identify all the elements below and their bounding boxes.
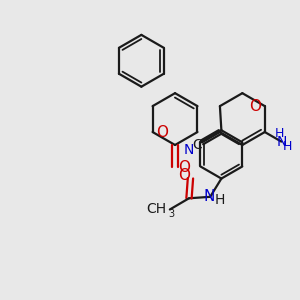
Text: N: N (203, 189, 214, 204)
Text: O: O (178, 168, 190, 183)
Text: N: N (276, 135, 286, 148)
Text: CH: CH (146, 202, 166, 217)
Text: C: C (193, 138, 202, 152)
Text: H: H (283, 140, 292, 153)
Text: N: N (184, 143, 194, 157)
Text: O: O (178, 160, 190, 175)
Text: O: O (249, 99, 261, 114)
Text: H: H (274, 127, 284, 140)
Text: 3: 3 (169, 209, 175, 219)
Text: H: H (214, 193, 225, 207)
Text: O: O (156, 124, 168, 140)
